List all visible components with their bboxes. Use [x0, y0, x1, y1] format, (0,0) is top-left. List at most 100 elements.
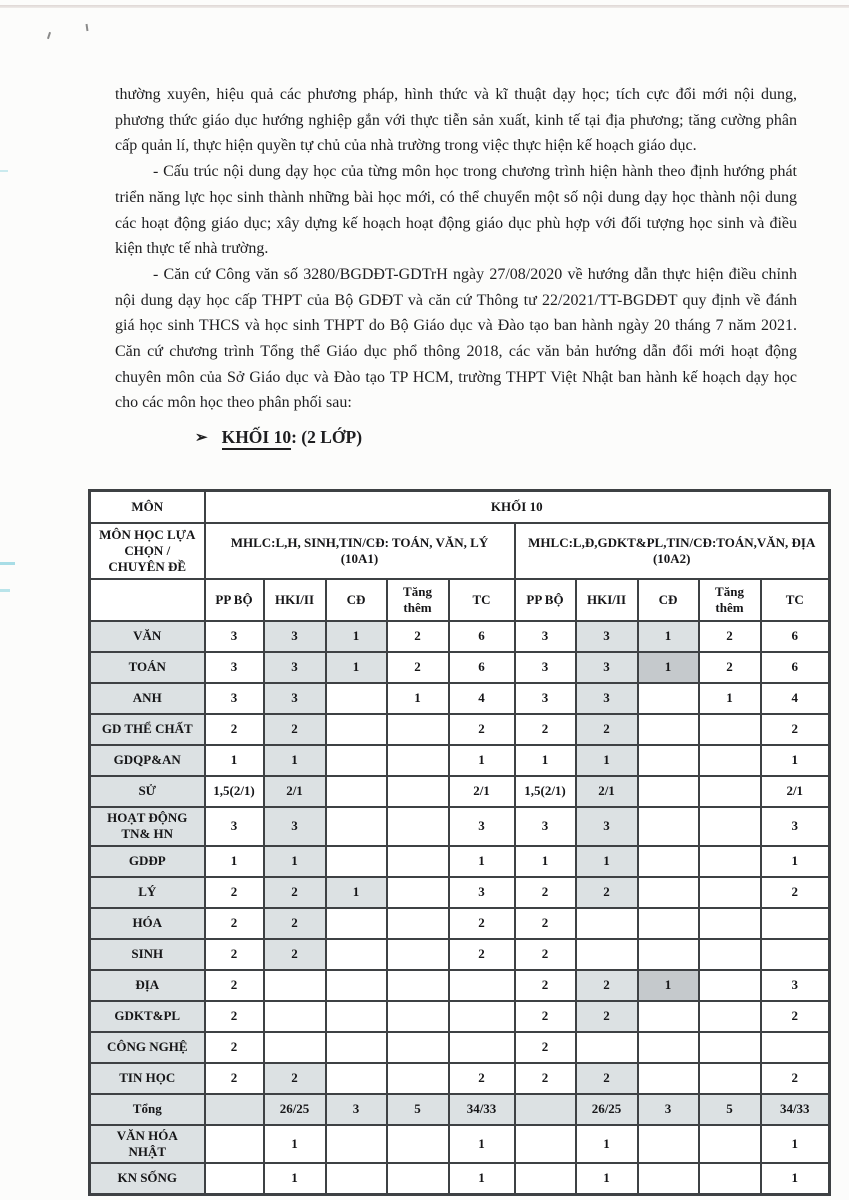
- value-cell: [385, 775, 450, 808]
- scan-edge-line: [0, 5, 849, 8]
- column-header-cell: PP BỘ: [203, 578, 265, 622]
- table-row: VĂN 3 3 1 2 6 3 3 1 2 6: [88, 620, 831, 653]
- value-cell: 1: [636, 651, 700, 684]
- value-cell: 5: [385, 1092, 450, 1126]
- value-cell: [636, 1030, 700, 1064]
- value-cell: 1: [324, 620, 388, 653]
- value-cell: 1: [636, 968, 700, 1002]
- scan-mark: [46, 31, 52, 40]
- arrow-bullet-icon: ➢: [195, 430, 208, 447]
- value-cell: [636, 682, 700, 715]
- value-cell: 3: [513, 651, 577, 684]
- value-cell: 1: [574, 844, 639, 878]
- table-row: CÔNG NGHỆ 2 2: [88, 1030, 831, 1064]
- subject-label-cell: SỬ: [88, 775, 206, 808]
- table-header-row: MÔN HỌC LỰA CHỌN / CHUYÊN ĐỀ MHLC:L,H, SI…: [88, 522, 831, 580]
- value-cell: 3: [203, 651, 265, 684]
- value-cell: 2: [574, 875, 639, 909]
- value-cell: [324, 775, 388, 808]
- value-cell: 3: [262, 682, 327, 715]
- value-cell: 2: [697, 620, 762, 653]
- grade-heading: ➢ KHỐI 10: (2 LỚP): [115, 427, 797, 451]
- value-cell: 1: [513, 844, 577, 878]
- value-cell: 2: [447, 937, 516, 971]
- value-cell: [636, 713, 700, 746]
- value-cell: 3: [636, 1092, 700, 1126]
- value-cell: 2: [447, 906, 516, 940]
- value-cell: 2/1: [759, 775, 831, 808]
- value-cell: 1: [262, 744, 327, 777]
- column-header-cell: PP BỘ: [513, 578, 577, 622]
- column-header-cell: CĐ: [324, 578, 388, 622]
- subject-label-cell: ĐỊA: [88, 968, 206, 1002]
- grade-suffix: : (2 LỚP): [291, 427, 363, 448]
- value-cell: 26/25: [262, 1092, 327, 1126]
- value-cell: 2: [574, 713, 639, 746]
- column-header-cell: HKI/II: [262, 578, 327, 622]
- value-cell: 1: [636, 620, 700, 653]
- value-cell: 6: [447, 651, 516, 684]
- value-cell: 2: [203, 906, 265, 940]
- value-cell: 2: [203, 1061, 265, 1095]
- value-cell: 3: [203, 682, 265, 715]
- value-cell: 1: [574, 744, 639, 777]
- subject-label-cell: HOẠT ĐỘNG TN& HN: [88, 806, 206, 847]
- value-cell: [385, 937, 450, 971]
- table-header-row: PP BỘ HKI/II CĐ Tăng thêm TC PP BỘ HKI/II CĐ Tăn…: [88, 578, 831, 622]
- selection-label-cell: MÔN HỌC LỰA CHỌN / CHUYÊN ĐỀ: [88, 522, 206, 580]
- subject-label-cell: SINH: [88, 937, 206, 971]
- value-cell: [324, 713, 388, 746]
- subject-label-cell: ANH: [88, 682, 206, 715]
- value-cell: [697, 875, 762, 909]
- value-cell: 2/1: [447, 775, 516, 808]
- value-cell: [636, 744, 700, 777]
- value-cell: 2: [447, 1061, 516, 1095]
- value-cell: 2: [262, 1061, 327, 1095]
- subject-label-cell: VĂN: [88, 620, 206, 653]
- body-text: thường xuyên, hiệu quả các phương pháp, …: [115, 82, 797, 451]
- value-cell: 1: [697, 682, 762, 715]
- value-cell: 2: [203, 968, 265, 1002]
- value-cell: 4: [759, 682, 831, 715]
- value-cell: 1: [447, 1123, 516, 1164]
- scan-mark: [0, 562, 15, 565]
- value-cell: [385, 906, 450, 940]
- subject-label-cell: KN SỐNG: [88, 1162, 206, 1196]
- value-cell: 3: [203, 806, 265, 847]
- value-cell: 2: [513, 999, 577, 1033]
- value-cell: [324, 744, 388, 777]
- value-cell: 1: [385, 682, 450, 715]
- value-cell: 1,5(2/1): [513, 775, 577, 808]
- value-cell: 3: [513, 620, 577, 653]
- value-cell: [697, 968, 762, 1002]
- table-row: SINH 2 2 2 2: [88, 937, 831, 971]
- value-cell: [385, 844, 450, 878]
- value-cell: [636, 906, 700, 940]
- value-cell: 1: [447, 844, 516, 878]
- value-cell: [636, 844, 700, 878]
- value-cell: [324, 806, 388, 847]
- value-cell: 2: [513, 906, 577, 940]
- value-cell: [324, 968, 388, 1002]
- table-row: GDQP&AN 1 1 1 1 1 1: [88, 744, 831, 777]
- value-cell: 3: [513, 806, 577, 847]
- value-cell: [324, 682, 388, 715]
- value-cell: [385, 999, 450, 1033]
- value-cell: [697, 906, 762, 940]
- value-cell: 1: [574, 1162, 639, 1196]
- value-cell: [697, 937, 762, 971]
- value-cell: 1: [759, 844, 831, 878]
- subject-label-cell: HÓA: [88, 906, 206, 940]
- subject-label-cell: CÔNG NGHỆ: [88, 1030, 206, 1064]
- table-row: GDKT&PL 2 2 2 2: [88, 999, 831, 1033]
- value-cell: [574, 906, 639, 940]
- value-cell: [324, 1123, 388, 1164]
- value-cell: [636, 937, 700, 971]
- value-cell: [385, 713, 450, 746]
- value-cell: [385, 1162, 450, 1196]
- value-cell: [636, 1162, 700, 1196]
- column-header-cell: HKI/II: [574, 578, 639, 622]
- value-cell: [636, 999, 700, 1033]
- value-cell: [262, 999, 327, 1033]
